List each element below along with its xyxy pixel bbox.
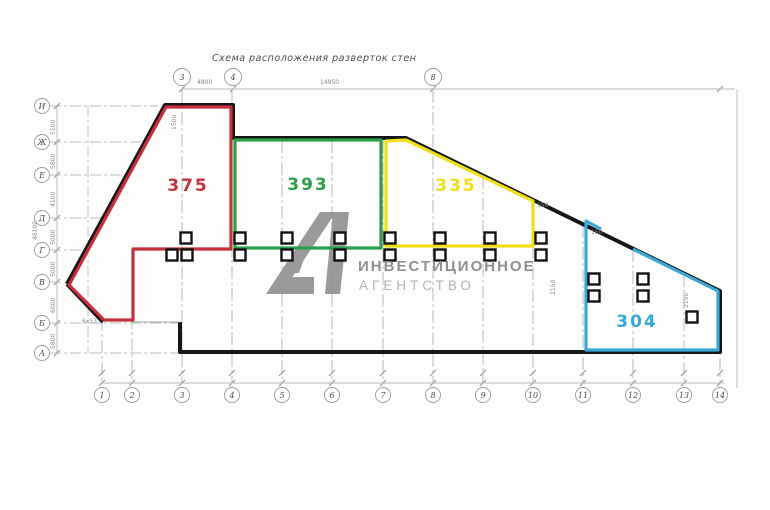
grid-tick — [529, 369, 537, 377]
wall-marker-square — [685, 310, 699, 324]
axis-bubble — [34, 98, 50, 114]
wall-marker-square — [483, 231, 497, 245]
wall-marker-square — [180, 248, 194, 262]
grid-tick — [629, 369, 637, 377]
grid-tick — [479, 369, 487, 377]
axis-bubble-label: 6 — [329, 391, 334, 400]
wall-marker-square — [280, 248, 294, 262]
wall-marker-square — [636, 272, 650, 286]
grid-tick — [178, 369, 186, 377]
axis-bubble-label: 4 — [229, 73, 235, 82]
wall-marker-square — [233, 231, 247, 245]
wall-marker-square — [280, 231, 294, 245]
axis-bubble — [34, 210, 50, 226]
axis-bubble — [94, 387, 110, 403]
axis-bubble — [324, 387, 340, 403]
wall-development-markers — [165, 231, 699, 324]
axis-bubble-label: 3 — [179, 391, 184, 400]
axis-bubble-label: 8 — [430, 391, 435, 400]
wall-marker-square — [587, 272, 601, 286]
axis-bubble — [34, 134, 50, 150]
axis-bubble — [124, 387, 140, 403]
wall-marker-square — [587, 289, 601, 303]
axis-bubble-label: 1 — [99, 391, 104, 400]
grid-tick — [98, 369, 106, 377]
axis-bubble-label: Г — [38, 246, 45, 255]
axis-bubble-label: 8 — [430, 73, 435, 82]
axis-bubble — [525, 387, 541, 403]
grid-tick — [579, 369, 587, 377]
axis-bubble-label: 12 — [628, 391, 638, 400]
axis-bubble — [575, 387, 591, 403]
wall-marker-square — [383, 231, 397, 245]
axis-bubble-label: 5 — [279, 391, 284, 400]
grid-tick — [328, 369, 336, 377]
axis-bubble-label: 2 — [128, 391, 134, 400]
axis-bubble — [34, 315, 50, 331]
axis-bubble — [475, 387, 491, 403]
axis-bubble-label: 7 — [380, 391, 386, 400]
axis-bubble-label: Ж — [37, 138, 48, 147]
axis-bubble — [375, 387, 391, 403]
grid-tick — [128, 369, 136, 377]
axis-bubble-label: 10 — [528, 391, 538, 400]
axis-bubble-label: Б — [38, 319, 45, 328]
grid-tick — [716, 369, 724, 377]
grid-tick — [278, 369, 286, 377]
watermark-logo-foot — [281, 277, 314, 294]
wall-marker-square — [165, 248, 179, 262]
wall-marker-square — [534, 248, 548, 262]
axis-bubble — [712, 387, 728, 403]
axis-bubble-label: 3 — [179, 73, 184, 82]
axis-bubble — [425, 387, 441, 403]
watermark-logo-slash — [266, 212, 336, 294]
axis-bubble-label: 4 — [228, 391, 234, 400]
wall-marker-square — [179, 231, 193, 245]
axis-bubble — [34, 167, 50, 183]
axis-bubble — [34, 345, 50, 361]
axis-bubble — [224, 387, 240, 403]
wall-marker-square — [483, 248, 497, 262]
grid-tick — [228, 369, 236, 377]
wall-marker-square — [383, 248, 397, 262]
axis-bubble-label: А — [38, 349, 45, 358]
unit-375-boundary — [67, 105, 233, 322]
wall-marker-square — [233, 248, 247, 262]
grid-tick — [680, 369, 688, 377]
grid-tick — [429, 369, 437, 377]
axis-bubble-label: 14 — [715, 391, 725, 400]
axis-bubble — [424, 68, 442, 86]
wall-marker-square — [333, 231, 347, 245]
axis-bubble — [173, 68, 191, 86]
grid-tick — [379, 369, 387, 377]
wall-marker-square — [433, 248, 447, 262]
axis-bubble — [34, 274, 50, 290]
axis-bubble-label: 9 — [480, 391, 485, 400]
unit-335-boundary — [384, 138, 535, 248]
unit-393-boundary — [233, 138, 383, 250]
grid-lines — [50, 85, 724, 387]
axis-bubble — [274, 387, 290, 403]
axis-bubble-label: Д — [38, 214, 46, 223]
axis-bubble-label: 11 — [578, 391, 588, 400]
axis-bubble-label: В — [38, 278, 45, 287]
axis-bubble — [34, 242, 50, 258]
wall-marker-square — [433, 231, 447, 245]
axis-bubble-label: 13 — [679, 391, 689, 400]
axis-bubble — [625, 387, 641, 403]
axis-bubble — [676, 387, 692, 403]
wall-marker-square — [333, 248, 347, 262]
axis-bubble-label: Е — [38, 171, 45, 180]
axis-bubble — [174, 387, 190, 403]
wall-marker-square — [534, 231, 548, 245]
building-outline — [65, 103, 722, 354]
axis-bubble-label: И — [38, 102, 47, 111]
unit-304-boundary — [584, 219, 720, 352]
axis-bubble — [224, 68, 242, 86]
wall-marker-square — [636, 289, 650, 303]
